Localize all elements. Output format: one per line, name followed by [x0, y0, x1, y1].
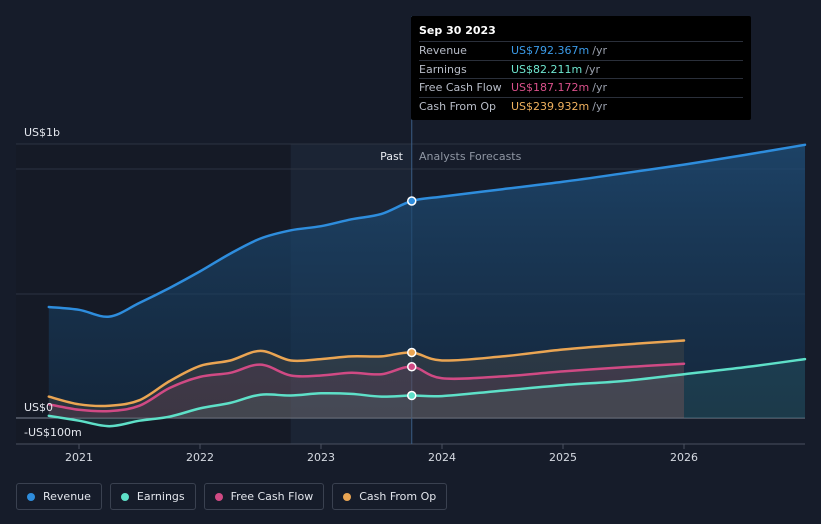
cash-from-op-line	[47, 339, 686, 408]
revenue-line	[47, 143, 807, 318]
cash-from-op-current-point[interactable]	[407, 347, 417, 358]
y-label-zero: US$0	[24, 401, 53, 414]
tooltip-row-value: US$82.211m	[511, 62, 583, 76]
legend-label: Cash From Op	[359, 490, 437, 503]
tooltip-row-label: Revenue	[419, 44, 467, 58]
x-tick-label: 2026	[670, 451, 698, 464]
x-tick-label: 2023	[307, 451, 335, 464]
free-cash-flow-current-point[interactable]	[407, 362, 417, 372]
free-cash-flow-area	[48, 363, 685, 418]
earnings-area	[48, 359, 806, 427]
earnings-current-point[interactable]	[407, 390, 417, 401]
legend-label: Revenue	[43, 490, 91, 503]
legend-label: Free Cash Flow	[230, 490, 314, 503]
tooltip-row-label: Cash From Op	[419, 99, 497, 113]
tooltip-row-earnings: Earnings US$82.211m/yr	[419, 59, 743, 79]
tooltip-row-label: Earnings	[419, 62, 467, 76]
legend: Revenue Earnings Free Cash Flow Cash From O…	[16, 483, 448, 510]
tooltip-date: Sep 30 2023	[419, 24, 496, 37]
free-cash-flow-line	[47, 362, 686, 413]
revenue-area	[48, 144, 806, 419]
data-tooltip: Sep 30 2023 Revenue US$792.367m/yr Earning…	[411, 16, 751, 120]
legend-dot-icon	[120, 492, 129, 501]
x-tick-label: 2021	[65, 451, 93, 464]
legend-label: Earnings	[136, 490, 185, 503]
tooltip-row-free-cash-flow: Free Cash Flow US$187.172m/yr	[419, 78, 743, 97]
tooltip-row-cash-from-op: Cash From Op US$239.932m/yr	[419, 96, 743, 116]
x-tick-label: 2024	[428, 451, 456, 464]
past-label: Past	[380, 150, 404, 163]
tooltip-row-value: US$187.172m	[511, 81, 590, 95]
legend-dot-icon	[214, 492, 223, 501]
legend-item-free-cash-flow[interactable]: Free Cash Flow	[203, 483, 325, 510]
legend-item-cash-from-op[interactable]: Cash From Op	[332, 483, 448, 510]
tooltip-row-label: Free Cash Flow	[419, 81, 502, 95]
revenue-current-point[interactable]	[407, 196, 417, 206]
tooltip-row-unit: /yr	[585, 62, 600, 76]
x-tick-label: 2025	[549, 451, 577, 464]
forecast-label: Analysts Forecasts	[419, 150, 522, 163]
legend-item-revenue[interactable]: Revenue	[16, 483, 102, 510]
tooltip-row-unit: /yr	[592, 81, 607, 95]
cash-from-op-area	[48, 340, 685, 418]
legend-dot-icon	[27, 492, 35, 501]
tooltip-row-value: US$239.932m	[511, 99, 590, 113]
y-label-bottom: -US$100m	[24, 426, 82, 439]
legend-dot-icon	[343, 492, 352, 501]
tooltip-row-value: US$792.367m	[511, 44, 590, 58]
tooltip-row-unit: /yr	[592, 44, 607, 58]
tooltip-row-unit: /yr	[592, 99, 607, 113]
y-label-top: US$1b	[24, 126, 60, 139]
x-tick-label: 2022	[186, 451, 214, 464]
legend-item-earnings[interactable]: Earnings	[109, 483, 196, 510]
tooltip-row-revenue: Revenue US$792.367m/yr	[419, 41, 743, 60]
earnings-line	[47, 357, 807, 428]
